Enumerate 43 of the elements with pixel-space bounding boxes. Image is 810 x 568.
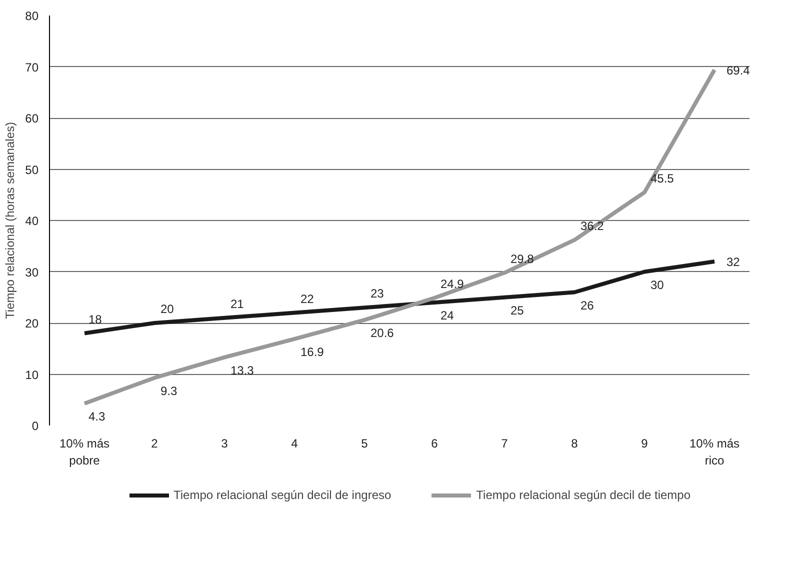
data-label: 30	[650, 278, 664, 292]
x-tick-label: 5	[361, 436, 368, 450]
data-label: 24.9	[440, 276, 464, 291]
data-label: 45.5	[650, 171, 674, 186]
data-label: 20	[160, 302, 174, 316]
line-series	[82, 68, 716, 406]
x-tick-label: 4	[291, 436, 298, 450]
legend-label: Tiempo relacional según decil de ingreso	[173, 488, 392, 502]
data-label: 24	[440, 308, 454, 322]
data-label: 21	[230, 296, 244, 311]
x-tick-label: 7	[501, 436, 508, 450]
y-tick-label: 0	[32, 419, 39, 433]
x-tick-label: 10% más pobre	[59, 436, 110, 468]
x-tick-label: 9	[641, 436, 648, 450]
x-tick-label: 8	[571, 436, 578, 450]
data-label: 22	[300, 292, 314, 306]
legend-label: Tiempo relacional según decil de tiempo	[476, 488, 691, 502]
y-tick-label: 10	[25, 368, 39, 382]
data-label: 26	[580, 298, 594, 312]
data-label: 16.9	[300, 344, 324, 359]
x-tick-label: 2	[151, 436, 158, 450]
y-tick-label: 80	[25, 9, 39, 23]
y-tick-label: 70	[25, 60, 39, 74]
y-axis-title: Tiempo relacional (horas semanales)	[3, 122, 18, 319]
x-tick-label: 3	[221, 436, 228, 450]
x-tick-label: 6	[431, 436, 438, 450]
data-label: 4.3	[88, 409, 106, 424]
data-label: 13.3	[230, 363, 254, 378]
data-label: 29.8	[510, 252, 534, 266]
x-tick-label: 10% más rico	[689, 436, 740, 468]
data-label: 18	[88, 312, 102, 326]
data-label: 25	[510, 303, 524, 318]
data-label: 23	[370, 286, 384, 301]
y-tick-label: 50	[25, 162, 39, 177]
data-label: 20.6	[370, 326, 394, 340]
y-tick-label: 30	[25, 265, 39, 280]
y-tick-label: 60	[25, 112, 39, 126]
y-tick-label: 20	[25, 316, 39, 330]
y-tick-label: 40	[25, 214, 39, 228]
data-label: 36.2	[580, 218, 604, 233]
data-label: 9.3	[160, 384, 178, 398]
data-label: 32	[726, 255, 740, 269]
data-label: 69.4	[726, 63, 750, 78]
